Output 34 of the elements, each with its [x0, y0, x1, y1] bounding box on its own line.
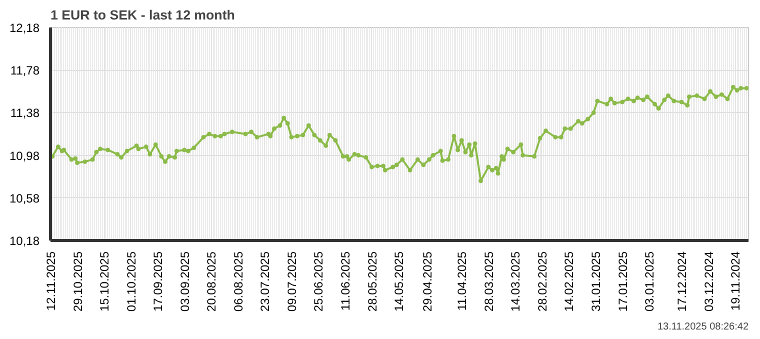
- text: 13.11.2025 08:26:42: [657, 322, 749, 332]
- x-tick-label: 29.10.2025: [70, 251, 85, 312]
- y-tick-label: 10,58: [9, 191, 40, 206]
- x-tick-label: 17.01.2025: [616, 251, 630, 312]
- x-tick-label: 17.12.2024: [675, 251, 690, 312]
- x-tick-label: 14.03.2025: [508, 251, 523, 312]
- x-tick-label: 19.11.2024: [728, 251, 743, 311]
- x-tick-label: 15.10.2025: [98, 251, 112, 312]
- x-tick-label: 11.04.2025: [455, 251, 470, 311]
- x-tick-label: 01.10.2025: [124, 251, 138, 312]
- y-tick-label: 12,18: [9, 21, 40, 35]
- x-tick-label: 09.07.2025: [284, 251, 299, 312]
- x-tick-label: 20.08.2025: [204, 251, 219, 312]
- x-tick-label: 11.06.2025: [338, 251, 352, 311]
- x-tick-label: 17.09.2025: [151, 251, 166, 312]
- x-tick-label: 28.02.2025: [535, 251, 550, 312]
- x-tick-label: 28.03.2025: [482, 251, 496, 312]
- x-tick-label: 03.09.2025: [178, 251, 192, 312]
- x-tick-label: 14.05.2025: [392, 251, 406, 312]
- x-tick-label: 06.08.2025: [231, 251, 246, 312]
- x-tick-label: 14.02.2025: [562, 251, 576, 312]
- x-tick-label: 23.07.2025: [258, 251, 272, 312]
- y-tick-label: 11,38: [10, 106, 40, 120]
- x-tick-label: 29.04.2025: [420, 251, 435, 312]
- y-tick-label: 10,18: [9, 234, 40, 248]
- x-tick-label: 03.12.2024: [702, 251, 716, 312]
- x-tick-label: 03.01.2025: [642, 251, 657, 312]
- y-tick-label: 11,78: [10, 64, 40, 78]
- x-tick-label: 25.06.2025: [312, 251, 326, 312]
- x-tick-label: 12.11.2025: [44, 251, 58, 311]
- x-tick-label: 28.05.2025: [365, 251, 380, 312]
- chart-title: 1 EUR to SEK - last 12 month: [50, 8, 235, 22]
- y-tick-label: 10,98: [9, 148, 40, 163]
- x-tick-label: 31.01.2025: [589, 251, 604, 312]
